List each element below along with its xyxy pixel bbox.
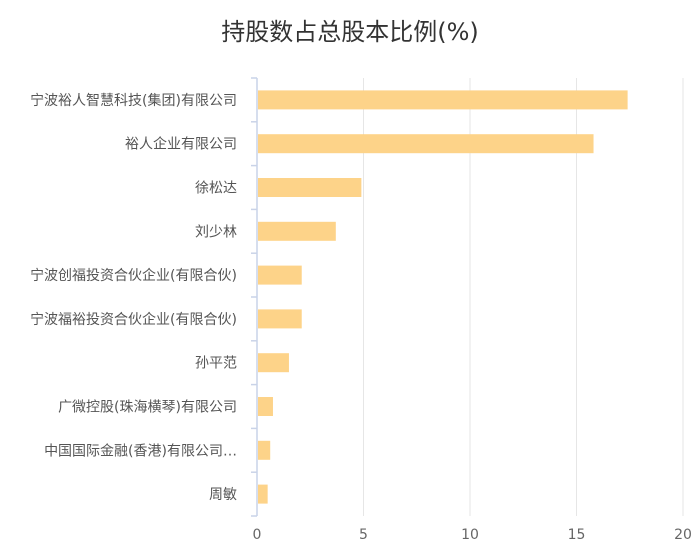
bar[interactable] [258, 484, 268, 504]
bar[interactable] [258, 134, 594, 154]
category-label: 刘少林 [195, 224, 237, 240]
bar[interactable] [258, 309, 302, 329]
bar[interactable] [258, 178, 362, 197]
category-label: 广微控股(珠海横琴)有限公司 [58, 400, 237, 416]
x-tick-label: 20 [674, 527, 692, 543]
bar[interactable] [258, 265, 302, 285]
bar[interactable] [258, 90, 628, 110]
category-label: 裕人企业有限公司 [125, 136, 237, 153]
x-tick-label: 15 [568, 527, 586, 543]
bar[interactable] [258, 440, 271, 460]
category-label: 徐松达 [195, 181, 237, 197]
bar[interactable] [258, 221, 336, 241]
x-tick-labels: 0 5 10 15 20 [253, 527, 692, 543]
category-label: 中国国际金融(香港)有限公司… [44, 443, 237, 459]
x-tick-label: 5 [359, 527, 368, 543]
x-tick-label: 0 [253, 527, 262, 543]
category-label: 孙平范 [195, 355, 237, 372]
x-tick-label: 10 [461, 527, 479, 543]
bar[interactable] [258, 353, 289, 373]
bar[interactable] [258, 397, 273, 416]
category-labels: 宁波裕人智慧科技(集团)有限公司裕人企业有限公司徐松达刘少林宁波创福投资合伙企业… [30, 92, 237, 503]
category-label: 宁波创福投资合伙企业(有限合伙) [30, 267, 237, 284]
category-label: 宁波裕人智慧科技(集团)有限公司 [30, 92, 237, 109]
y-axis [251, 77, 258, 517]
category-label: 宁波福裕投资合伙企业(有限合伙) [30, 311, 237, 328]
chart-title: 持股数占总股本比例(%) [221, 18, 479, 46]
category-label: 周敏 [209, 487, 237, 503]
bars [258, 90, 628, 504]
